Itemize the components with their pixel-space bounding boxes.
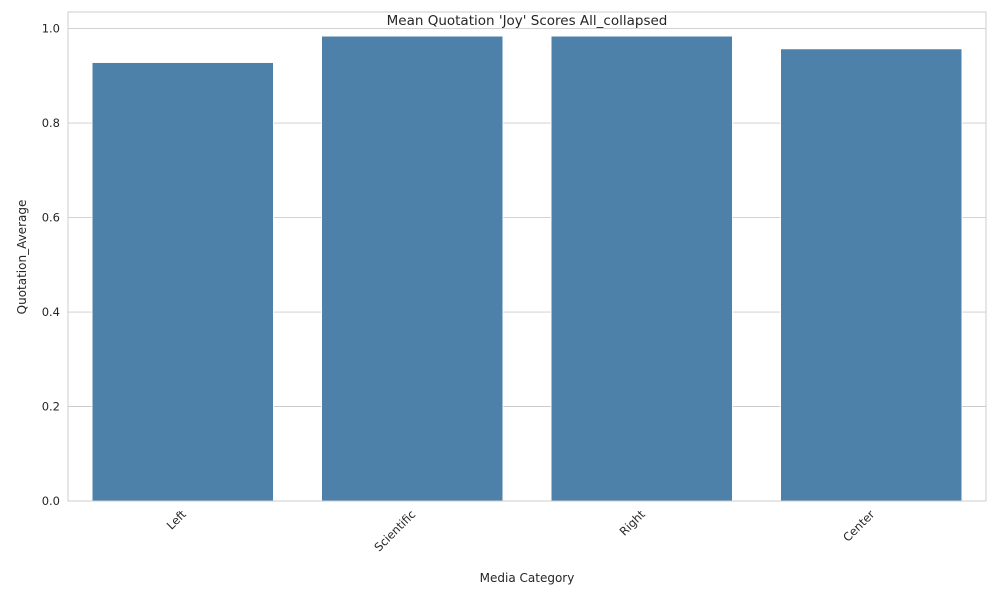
y-tick-label: 0.2 [42,400,60,414]
x-tick-labels: Left Scientific Right Center [164,507,878,554]
y-tick-label: 0.8 [42,116,60,130]
x-tick-label: Scientific [371,507,418,554]
x-tick-label: Left [164,507,190,533]
chart-title: Mean Quotation 'Joy' Scores All_collapse… [387,13,668,29]
bars [91,35,963,502]
bar-left [91,62,274,502]
y-tick-label: 0.4 [42,305,60,319]
y-tick-label: 0.6 [42,211,60,225]
bar-right [550,35,733,502]
x-axis-label: Media Category [480,571,575,585]
x-tick-label: Right [617,507,649,539]
plot-frame [67,11,987,502]
y-axis-label: Quotation_Average [15,200,29,315]
y-tick-label: 1.0 [42,22,60,36]
bar-scientific [321,35,504,502]
y-tick-labels: 0.0 0.2 0.4 0.6 0.8 1.0 [42,22,60,508]
bar-center [780,48,963,502]
y-tick-label: 0.0 [42,494,60,508]
x-tick-label: Center [840,507,877,544]
